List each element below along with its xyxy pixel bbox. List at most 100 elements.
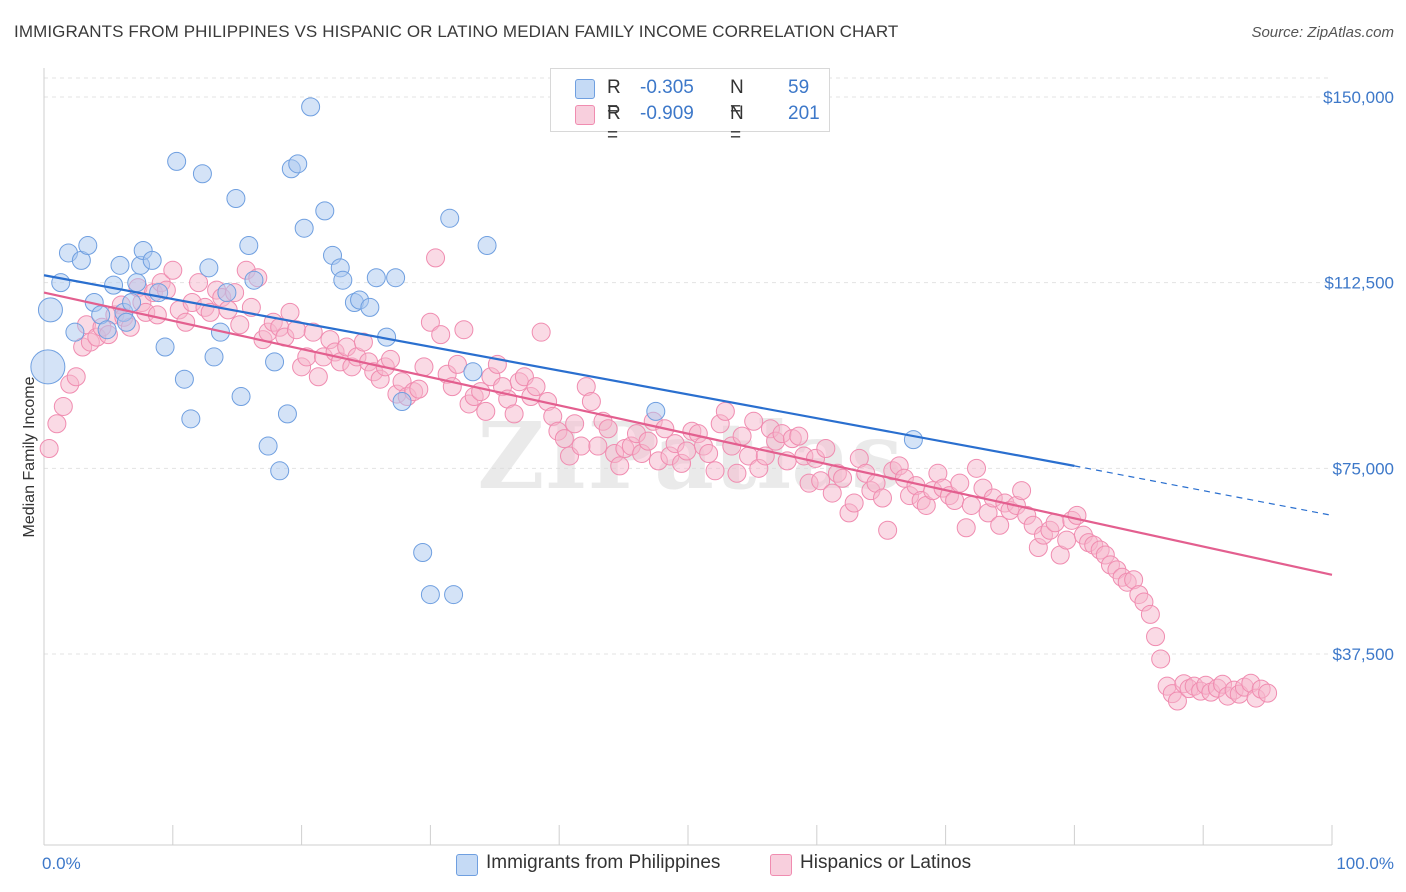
hispanics-trend-line (43, 291, 1333, 576)
philippines-point (116, 312, 136, 332)
hispanics-point (1258, 683, 1278, 703)
philippines-point (199, 258, 219, 278)
hispanics-point (581, 391, 601, 411)
hispanics-point (816, 439, 836, 459)
chart-title: IMMIGRANTS FROM PHILIPPINES VS HISPANIC … (14, 22, 899, 41)
hispanics-point (447, 354, 467, 374)
hispanics-point (526, 377, 546, 397)
philippines-point (294, 218, 314, 238)
philippines-point (258, 436, 278, 456)
hispanics-point (163, 260, 183, 280)
philippines-point (122, 292, 142, 312)
philippines-point (110, 255, 130, 275)
philippines-point (440, 208, 460, 228)
trend-lines (43, 274, 1333, 576)
y-tick-label-1: $112,500 (1324, 274, 1394, 293)
philippines-point (226, 188, 246, 208)
bottom-legend-label-hispanics: Hispanics or Latinos (800, 852, 972, 873)
philippines-point (413, 543, 433, 563)
hispanics-point (414, 357, 434, 377)
philippines-point (288, 154, 308, 174)
philippines-point (477, 236, 497, 256)
philippines-point (97, 320, 117, 340)
philippines-point (30, 349, 66, 385)
philippines-point (181, 409, 201, 429)
philippines-point (265, 352, 285, 372)
philippines-point (270, 461, 290, 481)
x-tick-label-end: 100.0% (1336, 854, 1394, 873)
grid-lines (44, 77, 1332, 655)
philippines-point (646, 401, 666, 421)
y-tick-label-0: $150,000 (1323, 88, 1394, 107)
hispanics-point (990, 515, 1010, 535)
legend-r-label: R = (607, 77, 621, 120)
philippines-trend-extension (1074, 465, 1333, 516)
philippines-point (277, 404, 297, 424)
hispanics-point (454, 320, 474, 340)
hispanics-point (872, 488, 892, 508)
hispanics-point (476, 401, 496, 421)
hispanics-point (47, 414, 67, 434)
philippines-point (231, 387, 251, 407)
hispanics-point (744, 411, 764, 431)
series-philippines-points (30, 97, 923, 605)
hispanics-point (811, 471, 831, 491)
hispanics-point (967, 458, 987, 478)
hispanics-point (699, 443, 719, 463)
hispanics-point (638, 431, 658, 451)
legend-n-value: 201 (788, 103, 820, 124)
hispanics-point (833, 468, 853, 488)
legend-n-label: N = (730, 77, 744, 120)
hispanics-point (431, 325, 451, 345)
correlation-legend: R = -0.305 N = 59 R = -0.909 N = 201 (550, 68, 830, 146)
philippines-point (315, 201, 335, 221)
philippines-point (420, 585, 440, 605)
hispanics-point (844, 493, 864, 513)
hispanics-point (956, 518, 976, 538)
hispanics-point (610, 456, 630, 476)
legend-r-value: -0.305 (640, 77, 694, 98)
philippines-point (386, 268, 406, 288)
hispanics-point (705, 461, 725, 481)
philippines-point (217, 283, 237, 303)
philippines-point (37, 297, 63, 323)
philippines-point (127, 273, 147, 293)
philippines-point (301, 97, 321, 117)
philippines-trend-line (43, 274, 1075, 467)
philippines-point (174, 369, 194, 389)
hispanics-point (531, 322, 551, 342)
philippines-point (903, 430, 923, 450)
hispanics-point (565, 414, 585, 434)
philippines-point (155, 337, 175, 357)
y-tick-label-2: $75,000 (1333, 459, 1394, 478)
hispanics-point (1140, 604, 1160, 624)
hispanics-point (1012, 481, 1032, 501)
hispanics-point (732, 426, 752, 446)
legend-r-label: R = (607, 103, 621, 146)
hispanics-point (189, 273, 209, 293)
philippines-point (244, 270, 264, 290)
legend-swatch-hispanics (575, 105, 595, 125)
hispanics-point (950, 473, 970, 493)
hispanics-point (961, 495, 981, 515)
philippines-point (78, 236, 98, 256)
hispanics-point (554, 429, 574, 449)
bottom-legend-label-philippines: Immigrants from Philippines (486, 852, 721, 873)
hispanics-point (1146, 627, 1166, 647)
y-tick-labels: $150,000 $112,500 $75,000 $37,500 (1323, 88, 1394, 664)
legend-n-value: 59 (788, 77, 810, 98)
hispanics-point (598, 419, 618, 439)
hispanics-point (1167, 691, 1187, 711)
hispanics-point (715, 401, 735, 421)
philippines-point (360, 297, 380, 317)
philippines-point (239, 236, 259, 256)
hispanics-point (677, 441, 697, 461)
philippines-point (444, 585, 464, 605)
hispanics-point (147, 305, 167, 325)
hispanics-point (789, 426, 809, 446)
hispanics-point (1067, 505, 1087, 525)
chart-source: Source: ZipAtlas.com (1251, 24, 1394, 41)
philippines-point (204, 347, 224, 367)
hispanics-point (588, 436, 608, 456)
philippines-point (167, 151, 187, 171)
